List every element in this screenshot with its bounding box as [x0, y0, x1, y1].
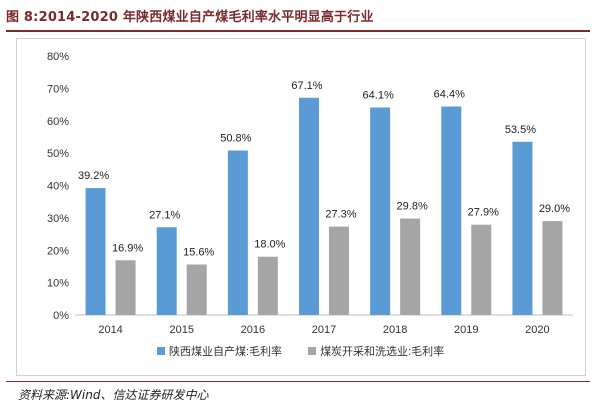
- y-tick-label: 30%: [47, 213, 69, 225]
- y-tick-label: 10%: [47, 278, 69, 290]
- x-tick-label: 2014: [98, 324, 122, 336]
- bar-industry: [471, 224, 492, 315]
- data-label-industry: 16.9%: [112, 242, 143, 254]
- data-label-industry: 29.8%: [397, 201, 428, 213]
- bar-industry: [329, 226, 349, 315]
- chart-frame: 0% 10% 20% 30% 40% 50% 60% 70% 80% 2014 39.2% 16.9%…: [16, 38, 586, 376]
- legend-swatch-industry: [308, 347, 317, 355]
- data-label-industry: 29.0%: [539, 203, 570, 215]
- bar-industry: [400, 218, 421, 315]
- figure-title: 图 8:2014-2020 年陕西煤业自产煤毛利率水平明显高于行业: [6, 10, 374, 25]
- data-label-industry: 15.6%: [183, 246, 214, 258]
- x-tick-label: 2017: [312, 324, 336, 336]
- y-tick-label: 0%: [53, 310, 69, 322]
- x-tick-label: 2018: [383, 324, 407, 336]
- y-tick-label: 60%: [47, 116, 69, 128]
- bar-shaanxi: [227, 150, 248, 315]
- data-label-shaanxi: 67.1%: [291, 80, 322, 92]
- y-tick-label: 70%: [47, 83, 69, 95]
- data-label-shaanxi: 64.1%: [363, 89, 394, 101]
- legend-label-industry: 煤炭开采和洗选业:毛利率: [320, 344, 444, 358]
- bar-industry: [257, 256, 278, 315]
- legend-label-shaanxi: 陕西煤业自产煤:毛利率: [169, 344, 282, 358]
- bar-shaanxi: [299, 97, 319, 315]
- bar-industry: [115, 260, 136, 315]
- source-rule: [6, 381, 590, 382]
- data-label-shaanxi: 53.5%: [505, 124, 536, 136]
- data-label-industry: 18.0%: [254, 239, 285, 251]
- x-tick-label: 2016: [241, 324, 265, 336]
- x-tick-label: 2015: [169, 324, 193, 336]
- bar-industry: [542, 221, 563, 315]
- bar-shaanxi: [512, 141, 533, 315]
- source-note: 资料来源:Wind、信达证券研发中心: [18, 388, 209, 402]
- data-label-shaanxi: 39.2%: [78, 170, 109, 182]
- bar-chart: 0% 10% 20% 30% 40% 50% 60% 70% 80% 2014 39.2% 16.9%…: [47, 51, 573, 358]
- data-label-industry: 27.9%: [468, 207, 499, 219]
- x-tick-label: 2019: [454, 324, 478, 336]
- bar-shaanxi: [156, 227, 177, 315]
- bar-shaanxi: [370, 107, 391, 315]
- x-tick-label: 2020: [525, 324, 549, 336]
- legend-swatch-shaanxi: [157, 347, 165, 355]
- y-tick-label: 40%: [47, 181, 69, 193]
- data-label-shaanxi: 27.1%: [149, 209, 180, 221]
- bar-shaanxi: [85, 188, 106, 315]
- title-rule: [6, 30, 590, 32]
- y-tick-label: 20%: [47, 245, 69, 257]
- bar-industry: [186, 264, 207, 315]
- y-tick-label: 80%: [47, 51, 69, 63]
- bar-shaanxi: [441, 106, 462, 315]
- data-label-industry: 27.3%: [325, 209, 356, 221]
- y-tick-label: 50%: [47, 148, 69, 160]
- data-label-shaanxi: 64.4%: [434, 89, 465, 101]
- data-label-shaanxi: 50.8%: [220, 133, 251, 145]
